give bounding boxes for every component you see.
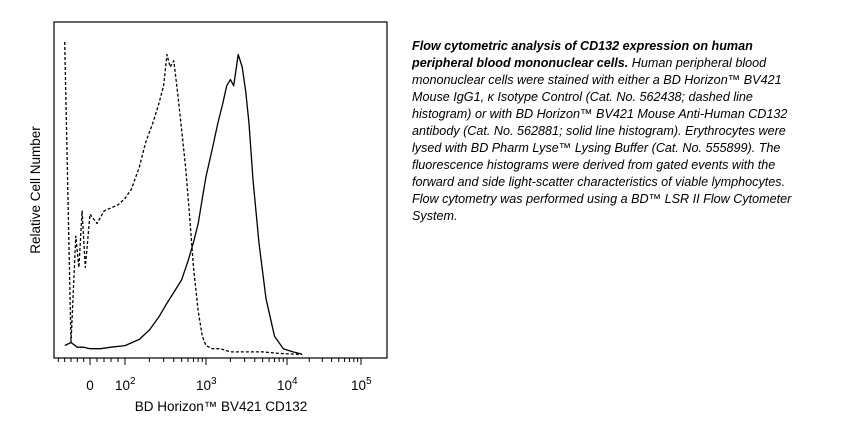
x-tick-label: 103	[196, 376, 217, 393]
x-tick-labels: 0 102 103 104 105	[86, 376, 372, 393]
x-axis-label: BD Horizon™ BV421 CD132	[135, 399, 308, 414]
figure-caption: Flow cytometric analysis of CD132 expres…	[412, 38, 812, 225]
x-axis-ticks	[57, 358, 362, 365]
histogram-curves	[64, 41, 303, 356]
caption-lead: Flow cytometric analysis of CD132 expres…	[412, 39, 753, 70]
x-tick-label: 104	[277, 376, 298, 393]
x-tick-label: 102	[115, 376, 136, 393]
x-tick-label: 0	[86, 378, 94, 393]
histogram-figure: 0 102 103 104 105 BD Horizon™ BV421 CD132 Re…	[28, 21, 388, 414]
plot-frame	[53, 21, 388, 359]
caption-body: Human peripheral blood mononuclear cells…	[412, 56, 792, 223]
cd132-histogram	[64, 53, 303, 355]
x-tick-label: 105	[351, 376, 372, 393]
y-axis-label: Relative Cell Number	[28, 126, 43, 254]
isotype-control-histogram	[64, 41, 303, 356]
